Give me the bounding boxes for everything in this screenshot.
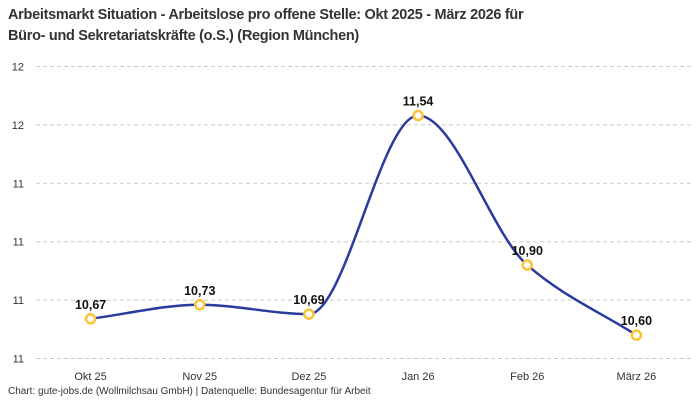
chart-credit: Chart: gute-jobs.de (Wollmilchsau GmbH) … [8, 386, 371, 397]
chart-title: Arbeitsmarkt Situation - Arbeitslose pro… [8, 5, 668, 47]
data-point-marker [84, 313, 97, 325]
x-axis-label: Okt 25 [74, 371, 106, 383]
y-axis-tick-label: 12 [12, 62, 24, 74]
x-axis-label: Nov 25 [182, 371, 217, 383]
data-point-label: 10,73 [184, 284, 215, 298]
data-point-marker [521, 259, 533, 271]
chart-title-line1: Arbeitsmarkt Situation - Arbeitslose pro… [8, 7, 524, 23]
data-point-label: 10,69 [293, 293, 324, 307]
y-axis-tick-label: 11 [13, 178, 24, 190]
x-axis-label: März 26 [617, 371, 657, 383]
data-point-marker [412, 109, 424, 122]
x-axis-label: Dez 25 [291, 371, 326, 383]
data-point-label: 10,67 [75, 298, 106, 312]
y-axis-tick-label: 11 [13, 237, 24, 249]
data-point-marker [303, 308, 315, 320]
y-axis-tick-label: 11 [13, 295, 24, 307]
chart-title-line2: Büro- und Sekretariatskräfte (o.S.) (Reg… [8, 28, 359, 44]
y-axis-tick-label: 11 [13, 354, 24, 366]
data-line [89, 114, 638, 337]
data-point-label: 10,60 [621, 314, 652, 328]
data-point-label: 10,90 [512, 244, 543, 258]
x-axis-label: Jan 26 [402, 371, 435, 383]
data-point-label: 11,54 [403, 95, 434, 109]
data-point-marker [194, 299, 206, 311]
x-axis-label: Feb 26 [510, 371, 544, 383]
data-point-marker [630, 329, 643, 341]
y-axis-tick-label: 12 [12, 120, 24, 132]
